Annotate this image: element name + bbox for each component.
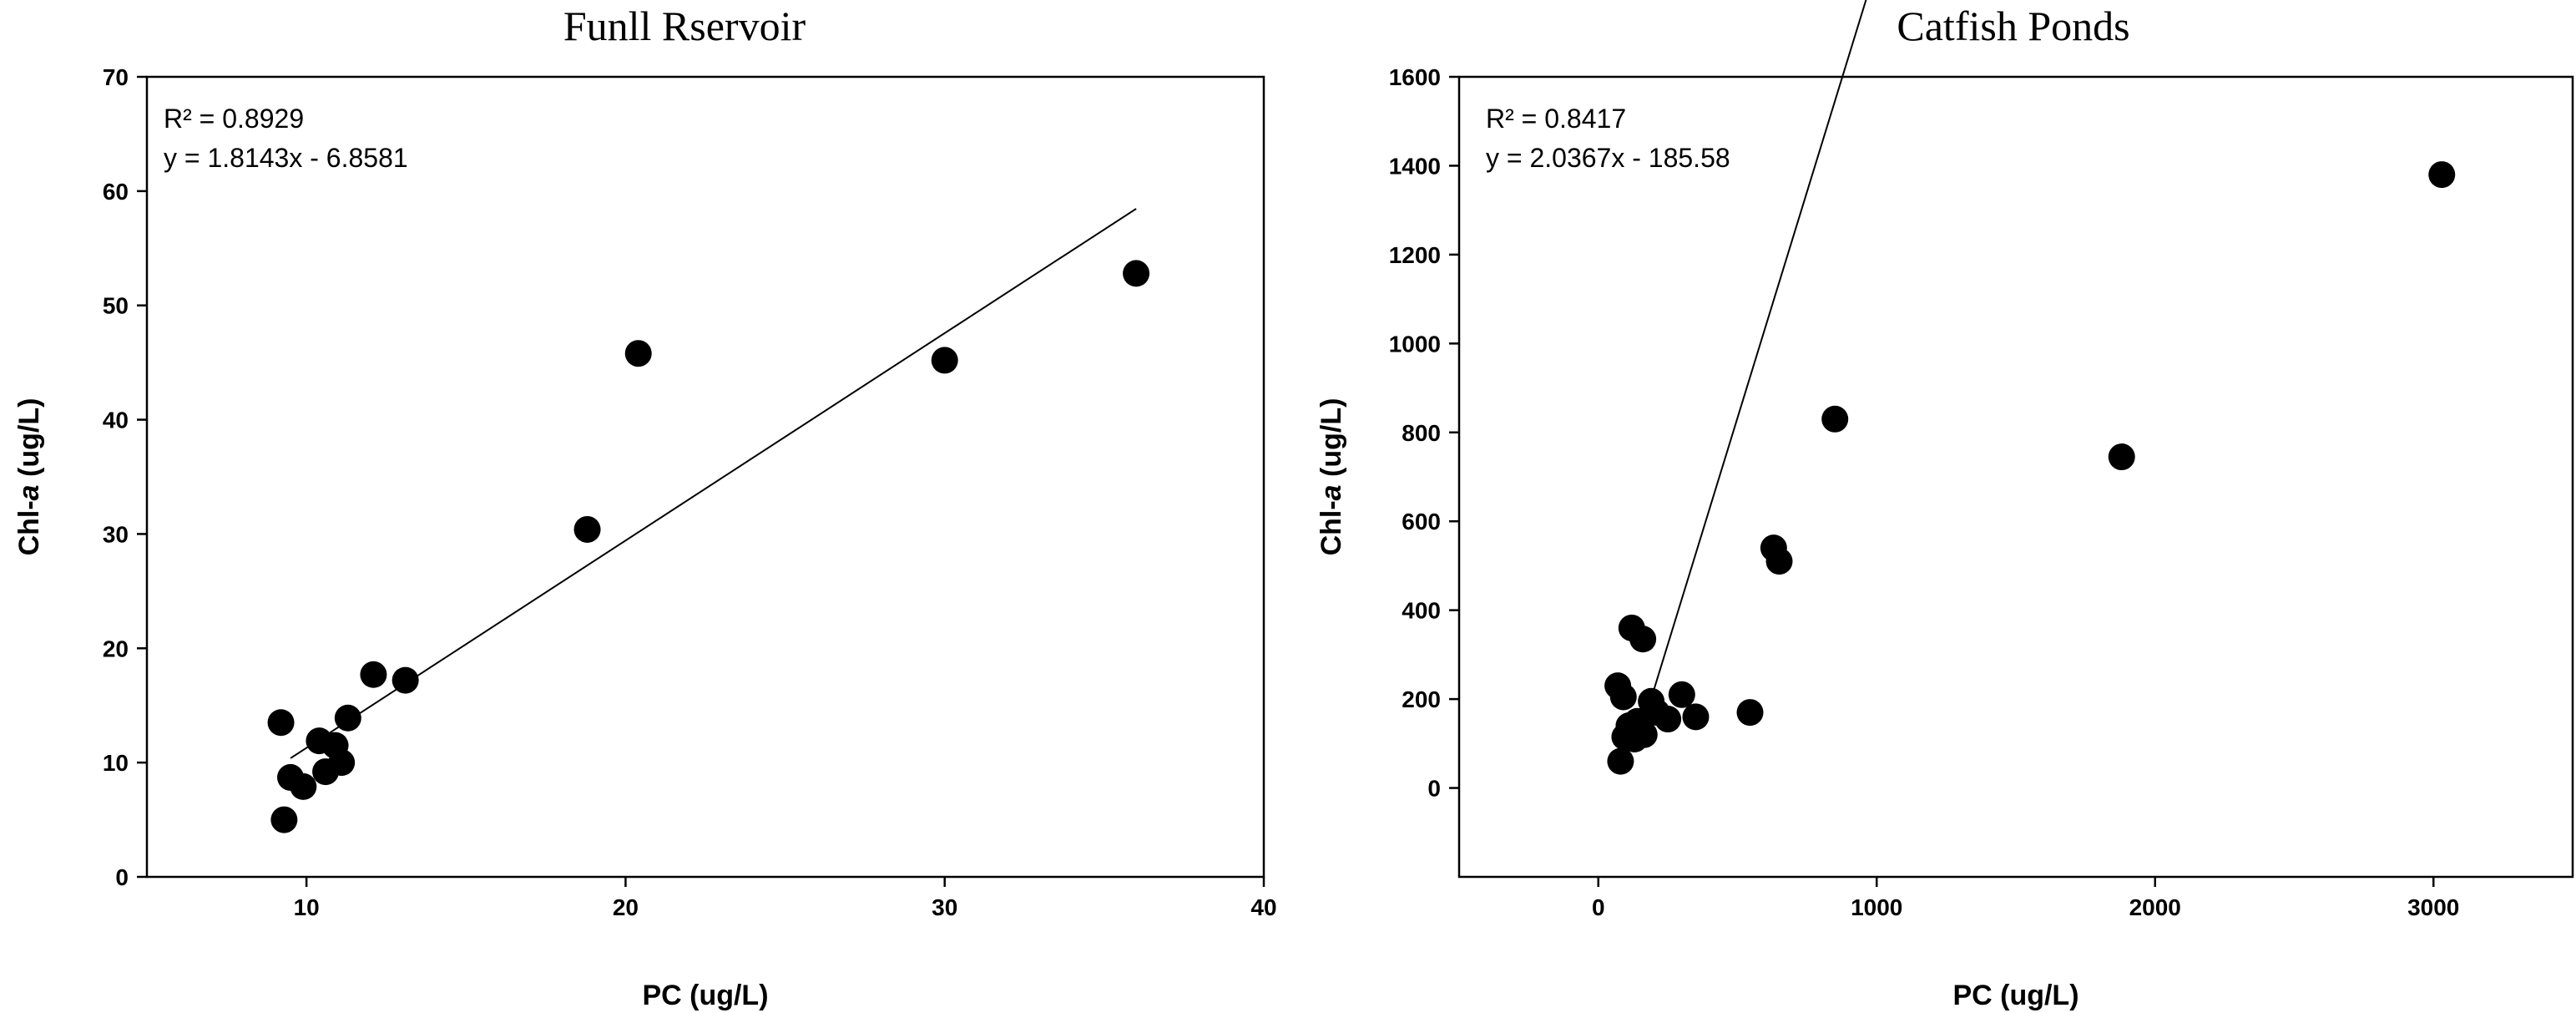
data-point-14 (1123, 260, 1150, 287)
data-point-7 (328, 749, 356, 777)
data-point-9 (1630, 721, 1658, 748)
data-point-0 (267, 709, 295, 737)
x-tick-label: 0 (1592, 894, 1605, 920)
data-point-1 (1607, 747, 1634, 775)
data-point-10 (391, 666, 419, 694)
y-tick-label: 1000 (1389, 331, 1441, 357)
data-points (267, 260, 1150, 833)
x-tick-label: 3000 (2407, 894, 2459, 920)
y-axis-label: Chl-a (ug/L) (1316, 398, 1347, 556)
data-points (1604, 161, 2456, 775)
trendline (290, 208, 1137, 759)
data-point-3 (290, 772, 317, 800)
x-tick-label: 10 (294, 894, 320, 920)
trendline (1653, 0, 1867, 690)
trendline-group (1653, 0, 1867, 690)
data-point-17 (1765, 548, 1793, 575)
y-tick-label: 70 (103, 64, 129, 90)
data-point-13 (1668, 681, 1695, 708)
x-axis-label: PC (ug/L) (1952, 980, 2078, 1011)
x-tick-label: 2000 (2129, 894, 2181, 920)
r-squared-annotation: R² = 0.8417 (1486, 104, 1626, 134)
plot-frame (1457, 75, 2574, 879)
x-tick-label: 1000 (1851, 894, 1902, 920)
equation-annotation: y = 1.8143x - 6.8581 (164, 143, 408, 173)
y-tick-label: 0 (1427, 776, 1441, 802)
y-tick-label: 1600 (1389, 64, 1441, 90)
trendline-group (290, 208, 1137, 759)
equation-annotation: y = 2.0367x - 185.58 (1486, 143, 1730, 173)
data-point-2 (1609, 683, 1637, 711)
data-point-18 (1821, 405, 1849, 433)
data-point-8 (334, 704, 361, 732)
x-tick-label: 30 (932, 894, 957, 920)
data-point-11 (573, 515, 601, 543)
data-point-15 (1736, 699, 1764, 727)
y-tick-label: 10 (103, 750, 129, 776)
plot-frame (145, 75, 1265, 879)
r-squared-annotation: R² = 0.8929 (164, 104, 304, 134)
funll-reservoir-chart: Funll Rservoir PC (ug/L) Chl-a (ug/L) R²… (13, 3, 1277, 1011)
chart-title: Funll Rservoir (563, 3, 806, 49)
data-point-13 (931, 347, 958, 374)
data-point-12 (624, 340, 652, 367)
catfish-ponds-chart: Catfish Ponds PC (ug/L) Chl-a (ug/L) R² … (1316, 0, 2574, 1011)
y-tick-label: 400 (1402, 598, 1441, 624)
y-tick-label: 0 (115, 864, 129, 890)
y-tick-label: 600 (1402, 509, 1441, 534)
y-tick-label: 200 (1402, 686, 1441, 712)
x-tick-label: 40 (1250, 894, 1276, 920)
y-tick-label: 800 (1402, 420, 1441, 446)
data-point-19 (2108, 443, 2135, 471)
x-tick-label: 20 (613, 894, 639, 920)
y-tick-label: 1200 (1389, 242, 1441, 268)
y-tick-label: 40 (103, 408, 129, 433)
y-tick-label: 50 (103, 293, 129, 319)
data-point-1 (270, 806, 298, 833)
y-tick-label: 30 (103, 521, 129, 547)
data-point-14 (1682, 703, 1710, 731)
data-point-12 (1654, 706, 1682, 733)
data-point-20 (2428, 161, 2456, 189)
data-point-8 (1629, 626, 1657, 653)
axis-ticks: 10 20 30 40 0 10 20 30 40 50 60 70 (103, 64, 1277, 920)
chart-title: Catfish Ponds (1897, 3, 2129, 49)
x-axis-label: PC (ug/L) (642, 980, 768, 1011)
y-tick-label: 1400 (1389, 153, 1441, 179)
axis-ticks: 0 1000 2000 3000 0 200 400 600 800 1000 1200 1400 16… (1389, 64, 2460, 920)
y-tick-label: 60 (103, 179, 129, 205)
y-tick-label: 20 (103, 636, 129, 661)
y-axis-label: Chl-a (ug/L) (13, 398, 45, 556)
data-point-9 (360, 661, 387, 688)
